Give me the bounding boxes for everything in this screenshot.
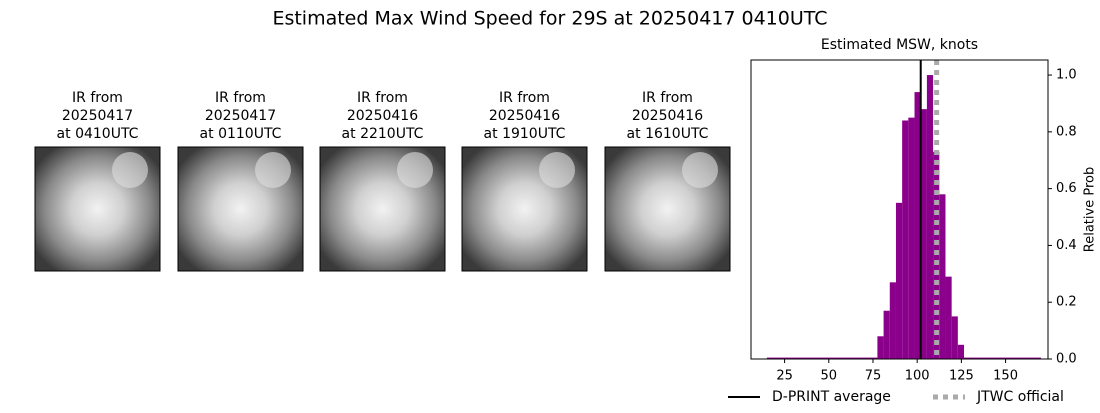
bar bbox=[920, 109, 927, 359]
histogram-chart: Estimated MSW, knots D-PRINT average JTWC … bbox=[728, 37, 1098, 405]
bar bbox=[877, 336, 884, 359]
cloud-band bbox=[255, 152, 291, 188]
y-tick-label: 0.0 bbox=[1056, 352, 1077, 367]
panel-caption: IR from bbox=[72, 90, 123, 106]
bar bbox=[957, 344, 965, 359]
y-tick-label: 0.8 bbox=[1056, 124, 1077, 139]
panel-caption: IR from bbox=[642, 90, 693, 106]
panel-caption: at 1910UTC bbox=[484, 126, 566, 142]
x-tick-label: 25 bbox=[776, 369, 793, 384]
bar bbox=[933, 151, 940, 359]
cloud-band bbox=[682, 152, 718, 188]
x-tick-label: 150 bbox=[993, 369, 1018, 384]
bar bbox=[951, 316, 958, 359]
y-tick-label: 0.2 bbox=[1056, 295, 1077, 310]
legend-label: D-PRINT average bbox=[772, 389, 891, 405]
panel-caption: 20250416 bbox=[489, 108, 560, 124]
panel-caption: 20250417 bbox=[62, 108, 133, 124]
panel-caption: at 0110UTC bbox=[200, 126, 282, 142]
panel-caption: at 2210UTC bbox=[342, 126, 424, 142]
bar bbox=[914, 92, 921, 359]
image-panels: IR from 20250417 at 0410UTC IR from 20250417… bbox=[34, 90, 731, 272]
cloud-band bbox=[112, 152, 148, 188]
chart-title: Estimated MSW, knots bbox=[821, 37, 978, 53]
plot-frame bbox=[750, 59, 1049, 360]
panel-caption: 20250417 bbox=[205, 108, 276, 124]
bar bbox=[908, 117, 915, 360]
y-axis-label: Relative Prob bbox=[1083, 167, 1098, 252]
legend-label: JTWC official bbox=[976, 389, 1064, 405]
cloud-band bbox=[397, 152, 433, 188]
panel-caption: 20250416 bbox=[347, 108, 418, 124]
bar bbox=[883, 310, 890, 359]
bar bbox=[889, 282, 896, 359]
x-tick-label: 75 bbox=[865, 369, 882, 384]
bar bbox=[939, 194, 946, 359]
panel-caption: at 1610UTC bbox=[627, 126, 709, 142]
panel-caption: IR from bbox=[357, 90, 408, 106]
bar bbox=[964, 357, 1041, 359]
panel-caption: IR from bbox=[215, 90, 266, 106]
bar bbox=[902, 120, 909, 360]
y-tick-label: 1.0 bbox=[1056, 68, 1077, 83]
x-tick-label: 100 bbox=[905, 369, 930, 384]
panel-caption: IR from bbox=[499, 90, 550, 106]
x-tick-label: 125 bbox=[949, 369, 974, 384]
cloud-band bbox=[539, 152, 575, 188]
figure-title: Estimated Max Wind Speed for 29S at 2025… bbox=[272, 8, 827, 30]
panel-caption: 20250416 bbox=[632, 108, 703, 124]
x-tick-label: 50 bbox=[821, 369, 838, 384]
bar bbox=[926, 75, 934, 360]
bar bbox=[766, 357, 878, 359]
bar bbox=[945, 276, 952, 359]
y-tick-label: 0.4 bbox=[1056, 238, 1077, 253]
y-tick-label: 0.6 bbox=[1056, 181, 1077, 196]
panel-caption: at 0410UTC bbox=[57, 126, 139, 142]
bar bbox=[895, 202, 903, 359]
